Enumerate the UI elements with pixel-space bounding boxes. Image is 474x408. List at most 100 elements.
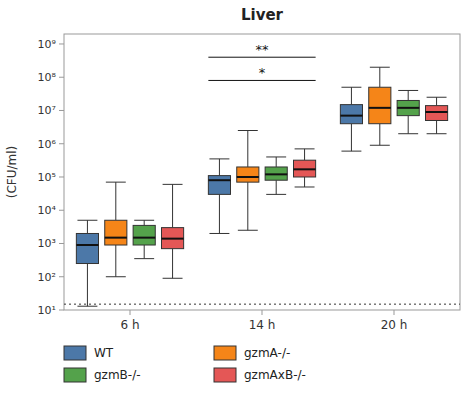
chart: Liver(CFU/ml)10¹10²10³10⁴10⁵10⁶10⁷10⁸10⁹… xyxy=(0,0,474,408)
whisker xyxy=(172,249,173,279)
median xyxy=(340,115,362,117)
x-tick-label: 20 h xyxy=(381,318,408,332)
whisker xyxy=(436,97,437,105)
legend-swatch xyxy=(214,346,236,360)
y-tick-label: 10⁵ xyxy=(38,171,56,184)
median xyxy=(265,173,287,175)
legend-label: WT xyxy=(94,346,114,360)
whisker xyxy=(144,220,145,225)
median xyxy=(105,237,127,239)
y-tick xyxy=(59,110,64,111)
whisker-cap xyxy=(295,148,315,149)
median xyxy=(133,237,155,239)
whisker-cap xyxy=(295,186,315,187)
median xyxy=(369,107,391,109)
y-tick-label: 10⁷ xyxy=(38,104,56,117)
box xyxy=(162,228,184,249)
whisker xyxy=(379,67,380,87)
x-tick-label: 14 h xyxy=(249,318,276,332)
legend: WTgzmA-/-gzmB-/-gzmAxB-/- xyxy=(64,346,306,382)
whisker xyxy=(351,87,352,104)
whisker xyxy=(408,116,409,134)
median xyxy=(76,244,98,246)
y-tick xyxy=(59,243,64,244)
plot-frame xyxy=(64,34,460,310)
box xyxy=(237,167,259,182)
whisker xyxy=(172,184,173,227)
legend-label: gzmB-/- xyxy=(94,368,141,382)
whisker-cap xyxy=(106,182,126,183)
whisker-cap xyxy=(266,194,286,195)
median xyxy=(162,238,184,240)
series xyxy=(105,67,391,277)
series xyxy=(162,97,448,278)
whisker xyxy=(219,159,220,176)
whisker-cap xyxy=(238,230,258,231)
whisker xyxy=(87,220,88,233)
whisker-cap xyxy=(427,133,447,134)
y-tick-label: 10⁹ xyxy=(38,38,56,51)
median xyxy=(294,168,316,170)
marks xyxy=(64,57,460,306)
box xyxy=(294,160,316,177)
whisker-cap xyxy=(238,130,258,131)
x-tick xyxy=(394,310,395,315)
box xyxy=(208,176,230,195)
whisker xyxy=(247,131,248,167)
y-tick xyxy=(59,43,64,44)
whisker xyxy=(115,182,116,220)
whisker xyxy=(408,90,409,100)
detection-limit xyxy=(64,304,460,305)
y-tick-label: 10⁶ xyxy=(38,138,57,151)
x-tick xyxy=(130,310,131,315)
box xyxy=(369,87,391,123)
title: Liver xyxy=(241,6,284,24)
box xyxy=(76,233,98,263)
whisker-cap xyxy=(209,233,229,234)
y-tick-label: 10³ xyxy=(38,237,56,250)
y-tick-label: 10² xyxy=(38,271,56,284)
whisker xyxy=(304,177,305,187)
whisker-cap xyxy=(134,220,154,221)
whisker-cap xyxy=(106,276,126,277)
whisker-cap xyxy=(398,90,418,91)
series xyxy=(133,90,419,258)
significance-label: ** xyxy=(256,42,270,57)
whisker xyxy=(276,157,277,167)
box xyxy=(426,106,448,121)
median xyxy=(208,179,230,181)
whisker-cap xyxy=(370,145,390,146)
box xyxy=(265,167,287,180)
annotations: *** xyxy=(256,42,270,80)
whisker xyxy=(247,182,248,230)
whisker xyxy=(379,124,380,146)
whisker xyxy=(219,194,220,233)
significance-label: * xyxy=(259,65,266,80)
whisker-cap xyxy=(134,258,154,259)
box xyxy=(340,105,362,124)
whisker-cap xyxy=(266,156,286,157)
box xyxy=(105,220,127,245)
median xyxy=(397,107,419,109)
x-tick xyxy=(262,310,263,315)
whisker-cap xyxy=(427,97,447,98)
whisker-cap xyxy=(77,220,97,221)
whisker-cap xyxy=(163,278,183,279)
box xyxy=(397,100,419,115)
whisker-cap xyxy=(398,133,418,134)
whisker-cap xyxy=(341,87,361,88)
legend-swatch xyxy=(64,346,86,360)
y-tick xyxy=(59,310,64,311)
median xyxy=(237,176,259,178)
x-axis: 6 h14 h20 h xyxy=(120,310,407,332)
whisker xyxy=(276,180,277,194)
whisker-cap xyxy=(77,306,97,307)
whisker-cap xyxy=(163,184,183,185)
whisker xyxy=(144,245,145,259)
whisker xyxy=(304,149,305,160)
y-tick xyxy=(59,77,64,78)
series xyxy=(76,87,362,306)
y-axis-label: (CFU/ml) xyxy=(5,146,19,199)
y-tick xyxy=(59,176,64,177)
whisker-cap xyxy=(209,158,229,159)
